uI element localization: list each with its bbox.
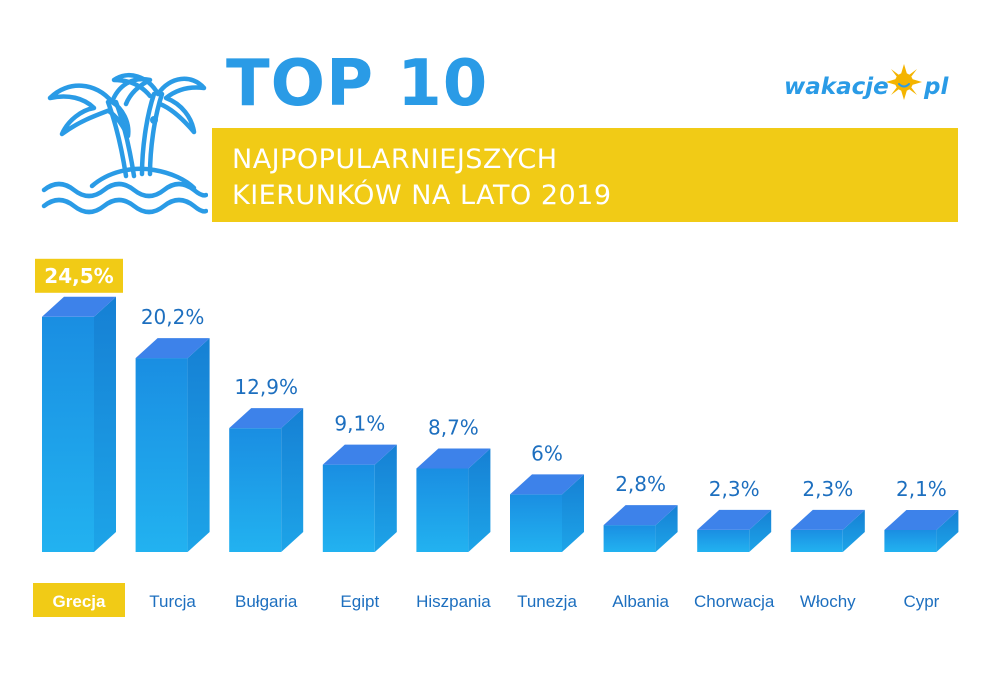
value-label-highlight-bg [35,258,123,293]
data-label-9: 2,1% [896,477,947,501]
tick-label-8: Włochy [800,592,856,611]
bar-front-2 [229,428,282,552]
bar-top-7 [697,509,772,530]
data-label-2: 12,9% [234,375,298,399]
tick-label-5: Tunezja [517,592,577,611]
tick-label-4: Hiszpania [416,592,491,611]
tick-label-1: Turcja [149,592,196,611]
sun-icon [886,64,922,100]
tick-label-9: Cypr [903,592,939,611]
data-label-3: 9,1% [334,412,385,436]
bar-front-4 [416,468,469,552]
tick-label-2: Bułgaria [235,592,298,611]
page-title: TOP 10 [226,47,489,121]
bar-top-9 [884,510,959,530]
bar-side-0 [94,296,116,552]
palm-island-icon [41,73,208,215]
logo-text-left: wakacje [784,74,889,100]
category-label-highlight-bg [33,583,125,617]
subtitle-box: NAJPOPULARNIEJSZYCH KIERUNKÓW NA LATO 20… [212,128,958,222]
bar-top-4 [416,448,491,469]
bar-top-3 [322,444,397,465]
data-label-4: 8,7% [428,415,479,439]
data-label-5: 6% [531,441,563,465]
bar-top-8 [790,509,865,530]
logo-text-right: pl [924,74,949,100]
data-label-0: 24,5% [44,264,113,288]
tick-label-0: Grecja [53,592,106,611]
bar-front-8 [790,529,843,552]
tick-label-6: Albania [612,592,669,611]
bar-side-4 [468,448,491,552]
bar-front-6 [603,525,656,552]
bar-front-1 [135,358,188,552]
data-label-1: 20,2% [141,305,205,329]
bar-side-5 [562,474,584,552]
bar-side-1 [187,338,210,552]
data-label-8: 2,3% [802,477,853,501]
bar-side-7 [749,509,772,552]
bar-top-0 [42,296,116,317]
bar-top-2 [229,408,304,429]
tick-label-3: Egipt [340,592,379,611]
bar-front-9 [884,530,937,552]
bar-front-0 [42,316,94,552]
bar-side-8 [842,509,865,552]
bar-side-2 [281,408,304,552]
brand-logo: wakacje pl [784,64,964,110]
tick-label-7: Chorwacja [694,592,775,611]
subtitle-line-2: KIERUNKÓW NA LATO 2019 [232,180,612,211]
bar-side-3 [374,444,397,552]
bar-top-5 [510,474,584,495]
bar-top-6 [603,505,678,526]
bar-front-5 [510,494,562,552]
bar-side-6 [655,505,678,552]
bar-top-1 [135,338,210,359]
data-label-7: 2,3% [709,477,760,501]
bar-front-3 [322,464,375,552]
bar-side-9 [936,510,959,552]
data-label-6: 2,8% [615,472,666,496]
bar-front-7 [697,529,750,552]
subtitle-line-1: NAJPOPULARNIEJSZYCH [232,144,558,175]
